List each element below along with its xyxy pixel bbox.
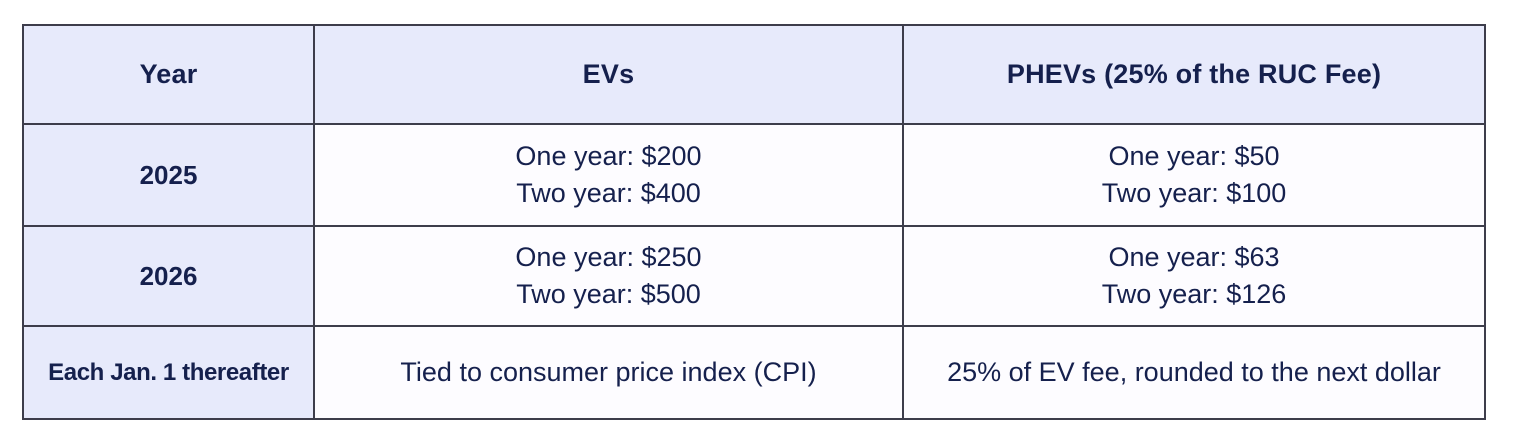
fee-line-one-year: One year: $50	[1108, 141, 1280, 171]
fee-line-one-year: One year: $250	[515, 242, 702, 272]
table-row-2026: 2026 One year: $250 Two year: $500 One y…	[22, 225, 1486, 327]
fee-line-one-year: One year: $63	[1108, 242, 1280, 272]
year-cell-2026: 2026	[22, 225, 315, 327]
fee-line-two-year: Two year: $126	[1101, 279, 1287, 309]
column-header-year: Year	[22, 24, 315, 125]
fee-line-two-year: Two year: $500	[516, 279, 701, 309]
table-row-thereafter: Each Jan. 1 thereafter Tied to consumer …	[22, 325, 1486, 420]
fee-line-rounded: 25% of EV fee, rounded to the next dolla…	[947, 357, 1441, 387]
year-cell-thereafter: Each Jan. 1 thereafter	[22, 325, 315, 420]
fee-line-cpi: Tied to consumer price index (CPI)	[400, 357, 817, 387]
phev-fee-cell-2026: One year: $63 Two year: $126	[902, 225, 1486, 327]
fee-line-one-year: One year: $200	[515, 141, 702, 171]
table-row-2025: 2025 One year: $200 Two year: $400 One y…	[22, 123, 1486, 227]
column-header-evs: EVs	[313, 24, 904, 125]
header-row: Year EVs PHEVs (25% of the RUC Fee)	[22, 24, 1486, 125]
year-cell-2025: 2025	[22, 123, 315, 227]
fee-line-two-year: Two year: $100	[1101, 178, 1287, 208]
column-header-phevs: PHEVs (25% of the RUC Fee)	[902, 24, 1486, 125]
ev-fee-cell-2025: One year: $200 Two year: $400	[313, 123, 904, 227]
ev-fee-cell-2026: One year: $250 Two year: $500	[313, 225, 904, 327]
phev-fee-cell-thereafter: 25% of EV fee, rounded to the next dolla…	[902, 325, 1486, 420]
phev-fee-cell-2025: One year: $50 Two year: $100	[902, 123, 1486, 227]
ev-fee-cell-thereafter: Tied to consumer price index (CPI)	[313, 325, 904, 420]
fee-table: Year EVs PHEVs (25% of the RUC Fee) 2025…	[22, 24, 1486, 420]
fee-line-two-year: Two year: $400	[516, 178, 701, 208]
